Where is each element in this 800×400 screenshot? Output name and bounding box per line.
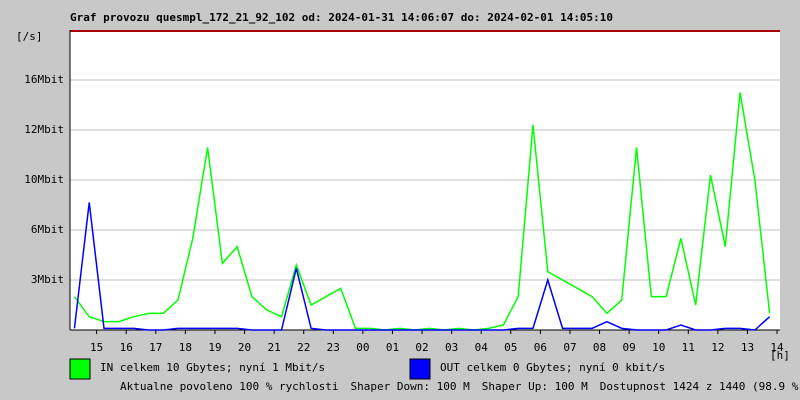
footer-text: Aktualne povoleno 100 % rychlosti — [120, 380, 339, 393]
x-tick-label: 20 — [238, 341, 251, 354]
x-tick-label: 19 — [208, 341, 221, 354]
legend-label: OUT celkem 0 Gbytes; nyní 0 kbit/s — [440, 361, 665, 374]
x-unit: [h] — [770, 349, 790, 362]
x-tick-label: 18 — [179, 341, 192, 354]
x-tick-label: 10 — [652, 341, 665, 354]
legend-label: IN celkem 10 Gbytes; nyní 1 Mbit/s — [100, 361, 325, 374]
x-tick-label: 09 — [623, 341, 636, 354]
x-tick-label: 13 — [741, 341, 754, 354]
y-tick-label: 6Mbit — [31, 223, 64, 236]
chart-title: Graf provozu quesmpl_172_21_92_102 od: 2… — [70, 11, 613, 24]
x-tick-label: 21 — [268, 341, 281, 354]
x-tick-label: 04 — [475, 341, 489, 354]
x-tick-label: 14 — [770, 341, 784, 354]
x-tick-label: 06 — [534, 341, 547, 354]
x-tick-label: 00 — [356, 341, 369, 354]
x-tick-label: 16 — [120, 341, 133, 354]
x-tick-label: 08 — [593, 341, 606, 354]
y-tick-label: 12Mbit — [24, 123, 64, 136]
x-tick-label: 12 — [711, 341, 724, 354]
x-tick-label: 07 — [563, 341, 576, 354]
series-line — [73, 202, 771, 331]
legend-swatch — [69, 358, 91, 380]
y-tick-label: 10Mbit — [24, 173, 64, 186]
x-tick-label: 05 — [504, 341, 517, 354]
x-tick-label: 22 — [297, 341, 310, 354]
y-tick-label: 3Mbit — [31, 273, 64, 286]
legend-swatch — [409, 358, 431, 380]
y-unit: [/s] — [16, 30, 43, 43]
footer-text: Shaper Up: 100 M — [482, 380, 588, 393]
footer-text: Dostupnost 1424 z 1440 (98.9 %) — [600, 380, 800, 393]
series-line — [73, 92, 771, 331]
x-tick-label: 01 — [386, 341, 399, 354]
x-tick-label: 17 — [149, 341, 162, 354]
x-tick-label: 11 — [682, 341, 695, 354]
footer-text: Shaper Down: 100 M — [351, 380, 471, 393]
x-tick-label: 03 — [445, 341, 458, 354]
x-tick-label: 15 — [90, 341, 103, 354]
x-tick-label: 23 — [327, 341, 340, 354]
x-tick-label: 02 — [415, 341, 428, 354]
y-tick-label: 16Mbit — [24, 73, 64, 86]
